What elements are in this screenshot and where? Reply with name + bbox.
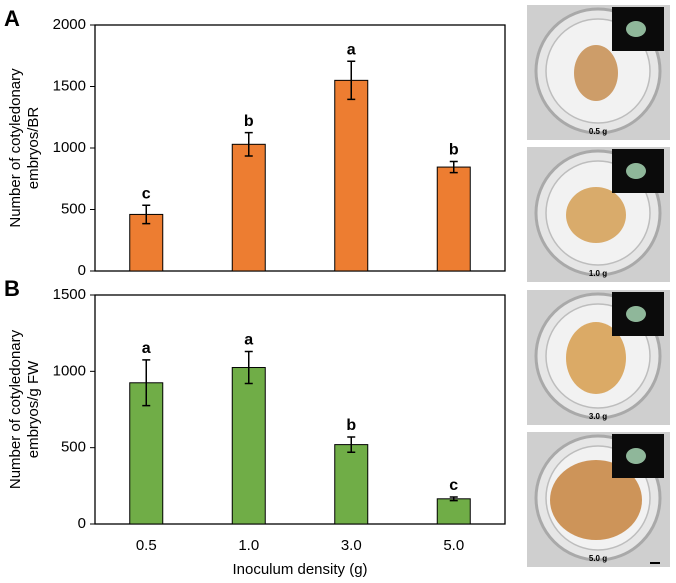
y-tick-label: 1000 (53, 362, 86, 379)
error-bar (142, 204, 151, 225)
bar (231, 367, 266, 525)
panel-letter: B (4, 276, 20, 301)
inset-embryo (626, 163, 646, 179)
error-bar (449, 160, 458, 174)
bar (334, 79, 369, 272)
bar (436, 166, 471, 272)
inset-embryo (626, 448, 646, 464)
bar (231, 143, 266, 272)
significance-letter: c (142, 185, 151, 202)
embryo-mass (550, 460, 642, 540)
significance-letter: a (347, 42, 356, 59)
photo-label: 5.0 g (589, 554, 607, 563)
significance-letter: c (449, 477, 458, 494)
y-tick-label: 2000 (53, 16, 86, 33)
error-bar (142, 359, 151, 407)
error-bar (449, 496, 458, 502)
error-bar (347, 436, 356, 453)
plot-frame (94, 24, 506, 272)
significance-letter: b (449, 142, 459, 159)
y-tick-label: 500 (61, 439, 86, 456)
embryo-mass (574, 45, 618, 101)
embryo-mass (566, 322, 626, 394)
panel-letter: A (4, 6, 20, 31)
y-tick-label: 0 (78, 515, 86, 532)
error-bar (244, 131, 253, 157)
y-axis-label: Number of cotyledonary (7, 329, 24, 489)
error-bar (347, 60, 356, 101)
error-bar (244, 350, 253, 385)
y-tick-label: 500 (61, 200, 86, 217)
bar (334, 444, 369, 525)
embryo-mass (566, 187, 626, 243)
bar (436, 498, 471, 525)
inset-embryo (626, 306, 646, 322)
plot-frame (94, 294, 506, 525)
significance-letter: b (244, 113, 254, 130)
x-tick-label: 3.0 (341, 537, 362, 554)
x-tick-label: 1.0 (238, 537, 259, 554)
photo-label: 1.0 g (589, 269, 607, 278)
inset-embryo (626, 21, 646, 37)
significance-letter: a (142, 340, 151, 357)
y-axis-label: embryos/BR (25, 107, 42, 190)
x-tick-label: 5.0 (443, 537, 464, 554)
significance-letter: b (346, 417, 356, 434)
y-tick-label: 1500 (53, 77, 86, 94)
y-axis-label: Number of cotyledonary (7, 68, 24, 228)
x-axis-label: Inoculum density (g) (232, 561, 367, 578)
y-tick-label: 0 (78, 262, 86, 279)
y-axis-label: embryos/g FW (25, 360, 42, 458)
y-tick-label: 1000 (53, 139, 86, 156)
photo-label: 0.5 g (589, 127, 607, 136)
x-tick-label: 0.5 (136, 537, 157, 554)
y-tick-label: 1500 (53, 286, 86, 303)
significance-letter: a (244, 332, 253, 349)
photo-label: 3.0 g (589, 412, 607, 421)
